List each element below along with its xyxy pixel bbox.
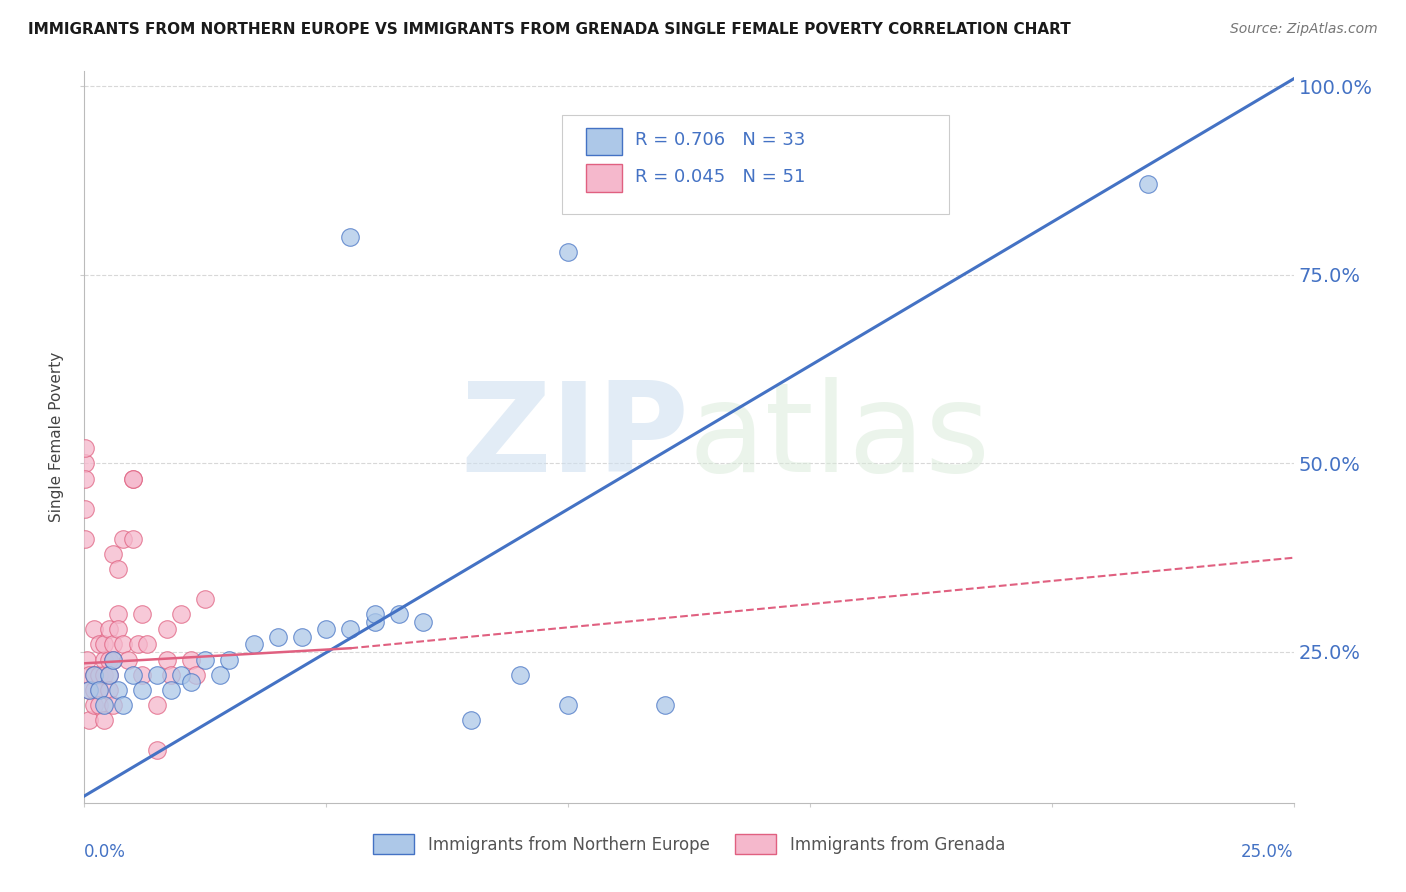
Point xyxy=(654,698,676,712)
Text: 0.0%: 0.0% xyxy=(84,843,127,861)
Point xyxy=(218,652,240,666)
Legend: Immigrants from Northern Europe, Immigrants from Grenada: Immigrants from Northern Europe, Immigra… xyxy=(366,828,1012,860)
FancyBboxPatch shape xyxy=(562,115,949,214)
Point xyxy=(87,698,110,712)
Point xyxy=(160,667,183,681)
Point xyxy=(93,667,115,681)
Point xyxy=(557,698,579,712)
Text: R = 0.045   N = 51: R = 0.045 N = 51 xyxy=(634,168,804,186)
Text: Source: ZipAtlas.com: Source: ZipAtlas.com xyxy=(1230,22,1378,37)
Point xyxy=(170,667,193,681)
Point xyxy=(557,245,579,260)
Point xyxy=(121,471,143,485)
Point xyxy=(87,667,110,681)
Point xyxy=(160,682,183,697)
Point xyxy=(146,698,169,712)
Point xyxy=(121,667,143,681)
Point xyxy=(121,532,143,546)
Bar xyxy=(586,128,623,155)
Point xyxy=(75,501,97,516)
Point xyxy=(107,562,129,576)
Point xyxy=(112,637,135,651)
Point xyxy=(103,698,125,712)
Point xyxy=(77,682,100,697)
Point xyxy=(97,652,120,666)
Point xyxy=(315,623,337,637)
Point xyxy=(107,623,129,637)
Point xyxy=(103,547,125,561)
Point xyxy=(184,667,207,681)
Point xyxy=(155,623,177,637)
Bar xyxy=(586,164,623,192)
Y-axis label: Single Female Poverty: Single Female Poverty xyxy=(49,352,65,522)
Point xyxy=(93,713,115,727)
Point xyxy=(87,682,110,697)
Point xyxy=(121,471,143,485)
Point xyxy=(75,457,97,471)
Point xyxy=(77,667,100,681)
Point xyxy=(146,667,169,681)
Text: 25.0%: 25.0% xyxy=(1241,843,1294,861)
Point xyxy=(127,637,149,651)
Point xyxy=(242,637,264,651)
Point xyxy=(180,652,202,666)
Point xyxy=(103,637,125,651)
Text: R = 0.706   N = 33: R = 0.706 N = 33 xyxy=(634,131,804,149)
Point xyxy=(170,607,193,622)
Point xyxy=(83,698,105,712)
Point xyxy=(131,667,153,681)
Point xyxy=(93,652,115,666)
Point xyxy=(339,623,361,637)
Point xyxy=(77,713,100,727)
Point xyxy=(180,675,202,690)
Point xyxy=(75,442,97,456)
Point xyxy=(112,532,135,546)
Point xyxy=(208,667,231,681)
Point xyxy=(75,532,97,546)
Point xyxy=(76,652,98,666)
Point xyxy=(267,630,290,644)
Point xyxy=(83,667,105,681)
Point xyxy=(83,667,105,681)
Point xyxy=(112,698,135,712)
Point xyxy=(155,652,177,666)
Point xyxy=(107,607,129,622)
Point xyxy=(77,682,100,697)
Point xyxy=(131,682,153,697)
Point xyxy=(97,667,120,681)
Point xyxy=(93,637,115,651)
Point xyxy=(97,682,120,697)
Point xyxy=(194,652,217,666)
Point xyxy=(87,682,110,697)
Text: IMMIGRANTS FROM NORTHERN EUROPE VS IMMIGRANTS FROM GRENADA SINGLE FEMALE POVERTY: IMMIGRANTS FROM NORTHERN EUROPE VS IMMIG… xyxy=(28,22,1071,37)
Point xyxy=(83,623,105,637)
Point xyxy=(339,230,361,244)
Point xyxy=(87,637,110,651)
Point xyxy=(291,630,314,644)
Point xyxy=(131,607,153,622)
Point xyxy=(136,637,159,651)
Point xyxy=(363,607,385,622)
Text: atlas: atlas xyxy=(689,376,991,498)
Point xyxy=(75,471,97,485)
Point xyxy=(509,667,531,681)
Point xyxy=(1137,178,1160,192)
Point xyxy=(93,698,115,712)
Point xyxy=(97,667,120,681)
Text: ZIP: ZIP xyxy=(460,376,689,498)
Point xyxy=(83,682,105,697)
Point xyxy=(146,743,169,757)
Point xyxy=(412,615,434,629)
Point xyxy=(103,652,125,666)
Point xyxy=(194,592,217,607)
Point xyxy=(103,652,125,666)
Point xyxy=(117,652,139,666)
Point xyxy=(363,615,385,629)
Point xyxy=(107,682,129,697)
Point xyxy=(460,713,482,727)
Point xyxy=(97,623,120,637)
Point xyxy=(388,607,411,622)
